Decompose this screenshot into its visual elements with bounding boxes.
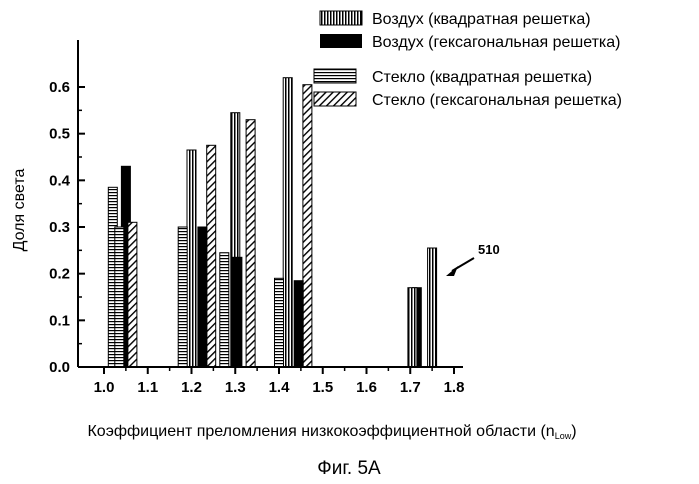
bar-extra-0 — [115, 227, 124, 367]
x-tick-label: 1.4 — [269, 379, 291, 396]
bar-s1-2 — [233, 257, 242, 367]
x-axis-title-main: Коэффициент преломления низкокоэффициент… — [87, 423, 554, 440]
legend-swatch-glass-hex — [314, 92, 356, 106]
y-axis-title: Доля света — [11, 169, 28, 252]
legend-swatch-air-square — [320, 11, 362, 25]
legend-label-air-square: Воздух (квадратная решетка) — [372, 11, 591, 28]
figure-caption: Фиг. 5А — [317, 458, 381, 479]
x-axis-title-close: ) — [571, 423, 576, 440]
bar-s0-3 — [428, 248, 437, 367]
y-tick-label: 0.5 — [49, 126, 70, 143]
legend: Воздух (квадратная решетка) Воздух (гекс… — [314, 11, 622, 109]
annotation-label: 510 — [478, 242, 500, 257]
bar-s3-3 — [303, 85, 312, 367]
bar-s2-2 — [220, 253, 229, 367]
bar-s2-3 — [275, 278, 284, 367]
bar-s1-3 — [294, 281, 303, 367]
bar-s3-1 — [207, 145, 216, 367]
x-tick-label: 1.5 — [312, 379, 333, 396]
bar-s1-1 — [198, 227, 207, 367]
bar-s3-2 — [246, 120, 255, 367]
legend-label-glass-square: Стекло (квадратная решетка) — [372, 69, 592, 86]
y-tick-label: 0.2 — [49, 266, 70, 283]
x-ticks: 1.0 1.1 1.2 1.3 1.4 1.5 1.6 1.7 1.8 — [94, 367, 465, 396]
bar-extra-1 — [408, 288, 417, 367]
y-tick-label: 0.3 — [49, 219, 70, 236]
y-tick-label: 0.4 — [49, 172, 71, 189]
legend-swatch-air-hex — [320, 34, 362, 48]
x-tick-label: 1.2 — [181, 379, 202, 396]
x-axis-title: Коэффициент преломления низкокоэффициент… — [87, 423, 576, 441]
bars-group — [108, 78, 436, 367]
legend-label-air-hex: Воздух (гексагональная решетка) — [372, 34, 620, 51]
y-tick-label: 0.1 — [49, 312, 70, 329]
bar-s3-0 — [128, 222, 137, 367]
x-tick-label: 1.7 — [400, 379, 421, 396]
legend-swatch-glass-square — [314, 69, 356, 83]
y-ticks: 0.0 0.1 0.2 0.3 0.4 0.5 0.6 — [49, 79, 85, 376]
bar-s2-1 — [178, 227, 187, 367]
x-axis-title-subscript: Low — [555, 431, 572, 441]
y-tick-label: 0.0 — [49, 359, 70, 376]
y-tick-label: 0.6 — [49, 79, 70, 96]
x-tick-label: 1.3 — [225, 379, 246, 396]
annotation-arrow-head — [446, 266, 458, 276]
bar-s0-0 — [187, 150, 196, 367]
x-tick-label: 1.0 — [94, 379, 115, 396]
x-tick-label: 1.1 — [137, 379, 158, 396]
legend-label-glass-hex: Стекло (гексагональная решетка) — [372, 92, 622, 109]
x-tick-label: 1.8 — [444, 379, 465, 396]
x-tick-label: 1.6 — [356, 379, 377, 396]
bar-s0-2 — [283, 78, 292, 367]
